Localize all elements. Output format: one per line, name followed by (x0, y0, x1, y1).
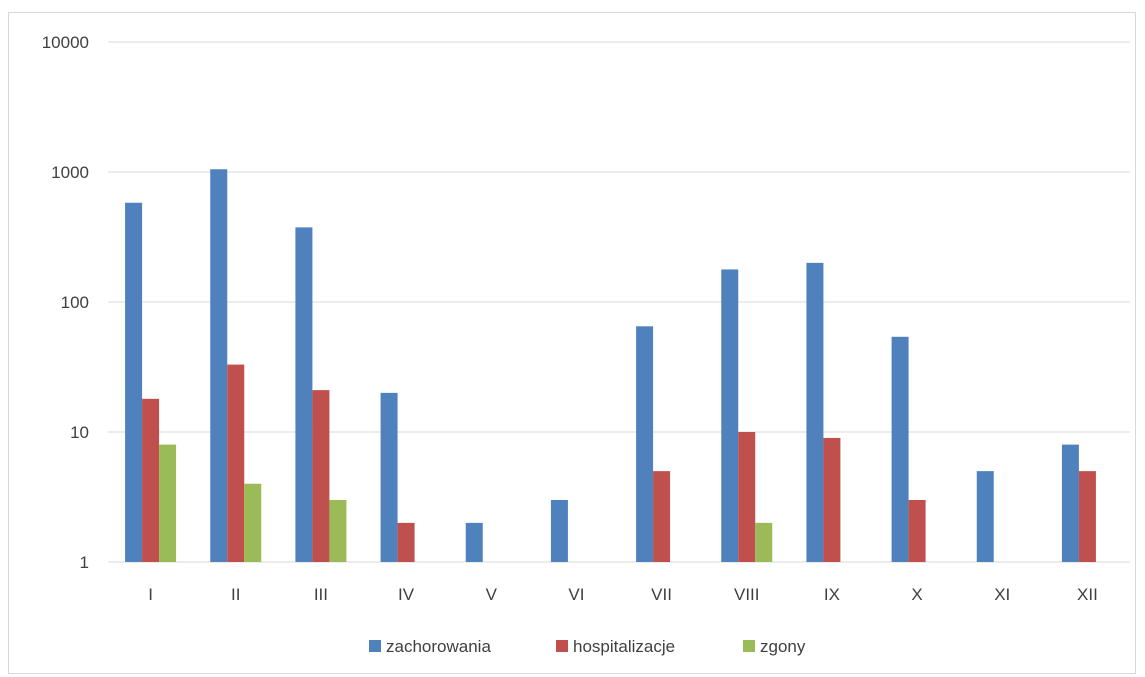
x-category-label: IX (824, 585, 840, 604)
x-category-label: XI (994, 585, 1010, 604)
x-category-label: XII (1077, 585, 1098, 604)
bar-hospitalizacje-II (227, 364, 245, 562)
bar-zachorowania-XI (976, 471, 994, 562)
bar-hospitalizacje-IV (397, 522, 415, 562)
x-category-label: X (911, 585, 922, 604)
bar-zgony-I (159, 444, 177, 562)
bar-zachorowania-IV (380, 392, 398, 562)
x-category-label: IV (398, 585, 415, 604)
gridlines (108, 41, 1130, 563)
bar-hospitalizacje-I (142, 398, 160, 562)
bar-zgony-II (244, 483, 262, 562)
y-tick-label: 100 (61, 293, 89, 312)
bar-hospitalizacje-VIII (738, 432, 756, 562)
bar-zachorowania-VII (636, 326, 654, 562)
x-category-label: VI (568, 585, 584, 604)
bar-zachorowania-X (891, 336, 909, 562)
x-category-label: II (231, 585, 240, 604)
x-category-label: VIII (734, 585, 760, 604)
y-axis: 1 10 100 1000 10000 (42, 33, 89, 572)
bar-zachorowania-VIII (721, 269, 739, 562)
bar-hospitalizacje-III (312, 390, 330, 562)
y-tick-label: 10 (70, 423, 89, 442)
bar-zgony-III (329, 499, 347, 562)
x-category-label: VII (651, 585, 672, 604)
bar-hospitalizacje-XII (1078, 471, 1096, 562)
bar-zachorowania-IX (806, 262, 824, 562)
bar-hospitalizacje-IX (823, 437, 841, 562)
legend-label-hospitalizacje: hospitalizacje (573, 637, 675, 656)
legend-swatch-zgony (743, 640, 755, 652)
bar-hospitalizacje-VII (653, 471, 671, 562)
bars (125, 169, 1096, 563)
bar-zachorowania-I (125, 202, 143, 562)
x-category-label: III (314, 585, 328, 604)
y-tick-label: 1000 (51, 163, 89, 182)
legend-swatch-hospitalizacje (556, 640, 568, 652)
bar-zachorowania-XII (1061, 444, 1079, 562)
bar-zachorowania-V (465, 522, 483, 562)
chart-frame (8, 12, 1136, 674)
legend-swatch-zachorowania (369, 640, 381, 652)
x-category-label: I (148, 585, 153, 604)
bar-zachorowania-II (210, 169, 228, 562)
bar-hospitalizacje-X (908, 499, 926, 562)
legend-label-zgony: zgony (760, 637, 806, 656)
bar-zgony-VIII (755, 522, 773, 562)
x-category-label: V (486, 585, 498, 604)
x-axis: I II III IV V VI VII VIII IX X XI XII (148, 585, 1098, 604)
legend-label-zachorowania: zachorowania (386, 637, 491, 656)
bar-zachorowania-III (295, 227, 313, 563)
legend: zachorowania hospitalizacje zgony (369, 637, 806, 656)
y-tick-label: 1 (80, 553, 89, 572)
bar-zachorowania-VI (550, 499, 568, 562)
y-tick-label: 10000 (42, 33, 89, 52)
